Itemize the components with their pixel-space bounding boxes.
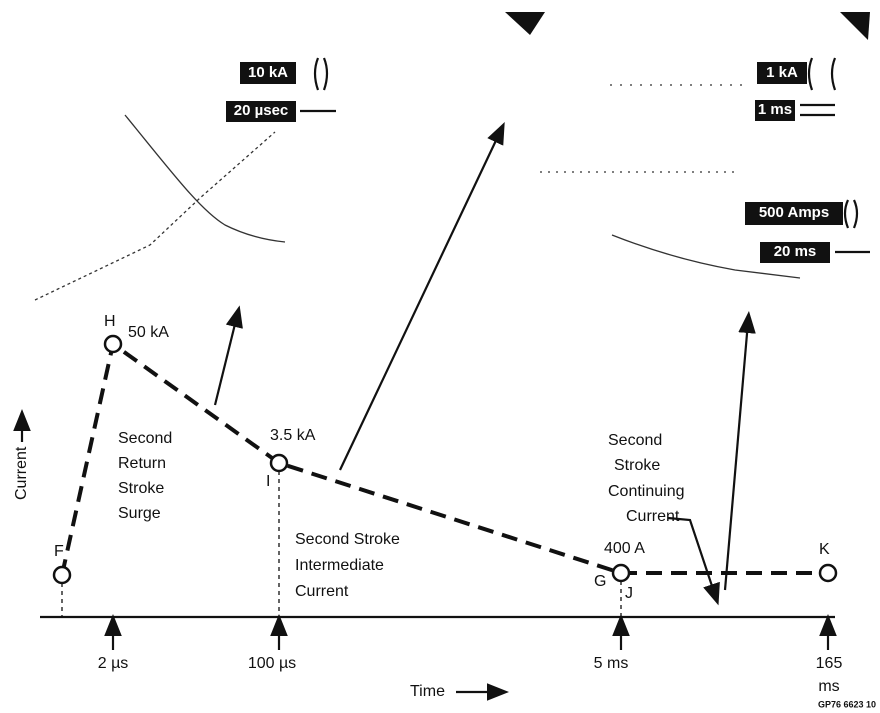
point-value: 400 A [604, 540, 645, 557]
scale-label: 20 ms [774, 243, 817, 260]
x-tick-label: ms [818, 678, 839, 695]
x-tick-label: 165 [816, 655, 843, 672]
x-tick-label: 2 µs [98, 655, 129, 672]
point-label: I [266, 473, 270, 490]
point [613, 565, 629, 581]
diagram: 10 kA 20 µsec 1 kA 1 ms 500 Amps 20 ms F… [0, 0, 880, 713]
region-line: Intermediate [295, 557, 384, 574]
region-line: Surge [118, 505, 161, 522]
region-line: Current [295, 583, 349, 600]
region-label: Second Return Stroke Surge [118, 430, 172, 522]
point [54, 567, 70, 583]
region-line: Stroke [614, 457, 660, 474]
point-value: 3.5 kA [270, 427, 316, 444]
region-line: Second [118, 430, 172, 447]
scale-label: 1 kA [766, 64, 798, 81]
scale-label: 500 Amps [759, 204, 829, 221]
point-label: J [625, 585, 633, 602]
point-label: F [54, 543, 64, 560]
region-line: Current [626, 508, 680, 525]
figure-id: GP76 6623 10 [818, 699, 876, 709]
region-label: Second Stroke Continuing Current [608, 432, 685, 525]
region-line: Second Stroke [295, 531, 400, 548]
region-line: Continuing [608, 483, 685, 500]
scale-label: 20 µsec [234, 102, 289, 119]
region-label: Second Stroke Intermediate Current [295, 531, 400, 600]
point [105, 336, 121, 352]
scale-label: 10 kA [248, 64, 288, 81]
point [271, 455, 287, 471]
scale-label: 1 ms [758, 101, 792, 118]
region-line: Second [608, 432, 662, 449]
waveform [40, 132, 836, 650]
y-axis-label: Current [13, 446, 30, 500]
x-tick-label: 5 ms [594, 655, 629, 672]
x-axis-label: Time [410, 683, 445, 700]
oscillogram-traces [35, 12, 870, 300]
point [820, 565, 836, 581]
scale-labels: 10 kA 20 µsec 1 kA 1 ms 500 Amps 20 ms [226, 58, 870, 263]
point-value: 50 kA [128, 324, 169, 341]
point-label: G [594, 573, 606, 590]
region-line: Return [118, 455, 166, 472]
x-tick-label: 100 µs [248, 655, 296, 672]
region-line: Stroke [118, 480, 164, 497]
point-label: K [819, 541, 830, 558]
point-label: H [104, 313, 116, 330]
